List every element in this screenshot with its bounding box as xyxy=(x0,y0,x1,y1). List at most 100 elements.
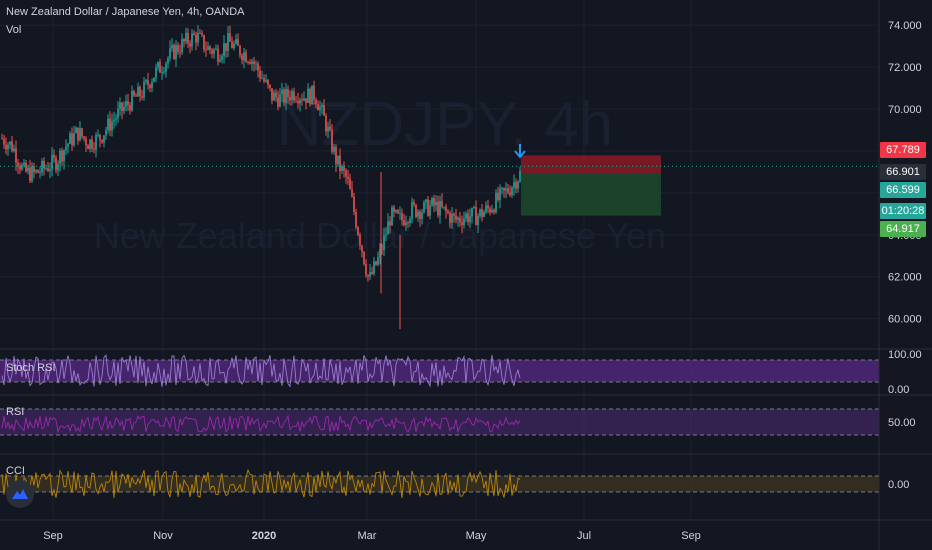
candle-body xyxy=(39,172,41,174)
candle-body xyxy=(177,45,179,52)
stoch-line xyxy=(1,354,521,388)
candle-body xyxy=(383,235,385,251)
candle-body xyxy=(23,162,25,165)
candle-body xyxy=(71,133,73,146)
candle-body xyxy=(1,138,3,140)
candle-body xyxy=(499,188,501,201)
candle-body xyxy=(13,148,15,152)
price-label: 66.599 xyxy=(880,182,926,198)
rsi-title: RSI xyxy=(6,406,25,418)
candle-body xyxy=(331,129,333,152)
candle-body xyxy=(275,92,277,98)
candle-body xyxy=(147,80,149,85)
candle-body xyxy=(337,155,339,165)
candle-body xyxy=(135,95,137,97)
candle-body xyxy=(263,78,265,82)
candle-body xyxy=(139,86,141,97)
candle-body xyxy=(59,150,61,164)
candle-body xyxy=(183,39,185,42)
candle-body xyxy=(467,213,469,223)
x-tick-label: 2020 xyxy=(252,530,276,542)
candle-body xyxy=(475,206,477,226)
candle-body xyxy=(191,33,193,47)
candle-body xyxy=(471,207,473,217)
candle-body xyxy=(397,210,399,214)
candle-body xyxy=(437,201,439,216)
candle-body xyxy=(33,166,35,172)
candle-body xyxy=(229,33,231,42)
candle-body xyxy=(409,218,411,223)
candle-body xyxy=(143,81,145,98)
take-profit-zone xyxy=(521,173,661,216)
price-label: 64.917 xyxy=(880,221,926,237)
candle-body xyxy=(187,32,189,44)
candle-body xyxy=(425,199,427,203)
cci-line xyxy=(1,468,521,499)
candle-body xyxy=(491,209,493,213)
candle-body xyxy=(335,146,337,165)
candle-body xyxy=(175,45,177,59)
candle-body xyxy=(109,118,111,131)
candle-body xyxy=(303,98,305,101)
candle-body xyxy=(333,146,335,152)
price-label: 01:20:28 xyxy=(880,203,926,219)
candle-body xyxy=(359,234,361,246)
candle-body xyxy=(417,211,419,217)
candle-body xyxy=(267,79,269,85)
candle-body xyxy=(287,88,289,97)
candle-body xyxy=(235,39,237,44)
candle-body xyxy=(305,98,307,103)
candle-body xyxy=(271,88,273,101)
candle-body xyxy=(449,213,451,223)
candle-body xyxy=(107,118,109,131)
candle-body xyxy=(347,176,349,179)
candle-body xyxy=(301,99,303,101)
candle-body xyxy=(221,56,223,60)
candle-body xyxy=(381,249,383,251)
candle-body xyxy=(247,61,249,63)
candle-body xyxy=(9,141,11,145)
candle-body xyxy=(65,146,67,151)
candle-body xyxy=(189,43,191,47)
candle-body xyxy=(489,208,491,213)
candle-body xyxy=(351,189,353,197)
candle-body xyxy=(207,46,209,50)
candle-body xyxy=(469,216,471,223)
candle-body xyxy=(423,202,425,213)
candle-body xyxy=(309,88,311,105)
candle-body xyxy=(181,39,183,53)
candle-body xyxy=(459,217,461,223)
indicator-tick-label: 0.00 xyxy=(888,384,909,396)
candle-body xyxy=(493,209,495,213)
candle-body xyxy=(105,130,107,136)
candle-body xyxy=(93,148,95,150)
candle-body xyxy=(487,205,489,209)
candle-body xyxy=(311,85,313,105)
candle-body xyxy=(407,222,409,224)
candle-body xyxy=(153,77,155,82)
candle-body xyxy=(435,201,437,206)
candle-body xyxy=(511,187,513,196)
volume-label: Vol xyxy=(6,24,22,36)
candle-body xyxy=(57,163,59,171)
indicator-tick-label: 100.00 xyxy=(888,349,922,361)
x-tick-label: Sep xyxy=(43,530,63,542)
candle-body xyxy=(405,222,407,226)
candle-body xyxy=(209,46,211,51)
candle-body xyxy=(395,210,397,212)
candle-body xyxy=(295,100,297,101)
position-zones[interactable] xyxy=(521,155,661,216)
candle-body xyxy=(269,84,271,89)
candle-body xyxy=(473,206,475,208)
candle-body xyxy=(213,49,215,54)
candle-body xyxy=(415,204,417,217)
candle-body xyxy=(11,141,13,152)
candle-body xyxy=(41,160,43,173)
candle-body xyxy=(47,168,49,172)
stoch-rsi-title: Stoch RSI xyxy=(6,362,56,374)
candle-body xyxy=(411,202,413,219)
candle-body xyxy=(75,127,77,134)
tradingview-logo-icon[interactable] xyxy=(6,480,34,508)
